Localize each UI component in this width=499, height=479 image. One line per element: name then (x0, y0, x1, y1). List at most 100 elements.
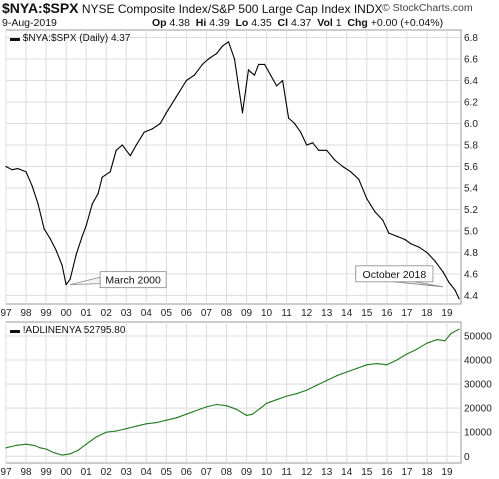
data-point (253, 74, 256, 76)
data-point (356, 367, 358, 370)
data-point (245, 414, 248, 416)
data-point (275, 399, 278, 401)
data-point (306, 389, 308, 391)
x-tick-label: 19 (441, 308, 453, 319)
data-point (43, 228, 45, 230)
data-point (269, 74, 272, 76)
x-tick-label: 00 (61, 467, 73, 478)
close-label: Cl (277, 17, 289, 29)
data-point (386, 364, 388, 366)
data-point (334, 159, 336, 161)
data-point (25, 443, 27, 445)
data-point (418, 246, 420, 248)
data-point (193, 74, 196, 76)
data-point (241, 112, 244, 114)
y-tick-label: 6.2 (464, 97, 478, 108)
x-tick-label: 17 (401, 467, 413, 478)
data-point (85, 224, 87, 227)
data-point (374, 210, 376, 213)
data-point (97, 192, 99, 194)
data-point (358, 178, 360, 180)
data-point (346, 371, 348, 373)
ratio-panel: 97 98 99 00 01 02 03 04 05 06 07 08 09 10 11 12 13 14 15 16… (0, 29, 478, 319)
x-tick-label: 10 (261, 308, 273, 319)
data-point (45, 448, 47, 450)
data-point (265, 402, 268, 404)
x-tick-label: 01 (81, 467, 93, 478)
exchange-label: INDX (353, 2, 383, 16)
data-point (221, 45, 224, 47)
data-point (31, 185, 33, 187)
data-point (61, 264, 63, 266)
data-point (195, 409, 198, 412)
x-tick-label: 12 (301, 467, 313, 478)
x-tick-label: 15 (361, 308, 373, 319)
data-point (91, 203, 93, 205)
date-label: 9-Aug-2019 (2, 17, 57, 29)
data-point (5, 165, 7, 168)
data-point (53, 452, 55, 454)
data-point (69, 278, 71, 280)
data-point (201, 63, 204, 65)
series-line (5, 41, 460, 299)
data-point (225, 405, 228, 407)
x-tick-label: 04 (141, 308, 153, 319)
x-tick-label: 06 (181, 308, 193, 319)
data-point (105, 431, 107, 433)
data-point (382, 219, 384, 221)
panel-frame (5, 29, 462, 305)
data-point (326, 379, 328, 382)
data-point (49, 237, 51, 240)
data-point (165, 419, 167, 421)
x-tick-label: 08 (221, 308, 233, 319)
x-tick-label: 02 (101, 308, 113, 319)
data-point (406, 353, 408, 355)
data-point (396, 359, 398, 361)
data-point (294, 122, 296, 125)
data-point (326, 149, 328, 151)
data-point (410, 243, 412, 245)
data-point (143, 131, 145, 133)
y-tick-label: 50000 (464, 331, 492, 342)
data-point (227, 41, 230, 43)
y-tick-label: 20000 (464, 404, 492, 415)
low-value: 4.35 (251, 17, 272, 29)
x-tick-label: 19 (441, 467, 453, 478)
data-point (436, 338, 438, 341)
annotation-label: October 2018 (363, 269, 427, 281)
adline-panel: 97 98 99 00 01 02 03 04 05 06 07 08 09 10 11 12 13 14 15 16… (0, 321, 492, 478)
x-tick-label: 14 (341, 308, 353, 319)
data-point (416, 348, 418, 350)
data-point (129, 155, 131, 157)
data-point (159, 122, 161, 125)
data-point (426, 342, 428, 344)
low-label: Lo (235, 17, 249, 29)
data-point (247, 69, 250, 71)
x-tick-label: 06 (181, 467, 193, 478)
data-point (237, 85, 240, 87)
data-point (450, 332, 452, 335)
y-tick-label: 4.4 (464, 291, 478, 302)
data-point (257, 63, 260, 65)
x-tick-label: 03 (121, 467, 133, 478)
data-point (175, 417, 177, 419)
data-point (145, 423, 147, 425)
x-tick-label: 15 (361, 467, 373, 478)
x-tick-label: 04 (141, 467, 153, 478)
data-point (55, 249, 57, 251)
data-point (458, 328, 460, 330)
data-point (318, 149, 320, 151)
y-tick-label: 5.4 (464, 183, 478, 194)
data-point (33, 444, 35, 447)
data-point (235, 408, 238, 410)
data-point (85, 443, 87, 445)
x-tick-label: 11 (281, 467, 292, 478)
x-tick-label: 05 (161, 467, 173, 478)
change-label: Chg (347, 17, 368, 29)
x-tick-label: 13 (321, 467, 333, 478)
brand-label: © StockCharts.com (382, 2, 473, 14)
high-value: 4.39 (209, 17, 230, 29)
panel-frame (5, 321, 462, 464)
volume-label: Vol (317, 17, 333, 29)
